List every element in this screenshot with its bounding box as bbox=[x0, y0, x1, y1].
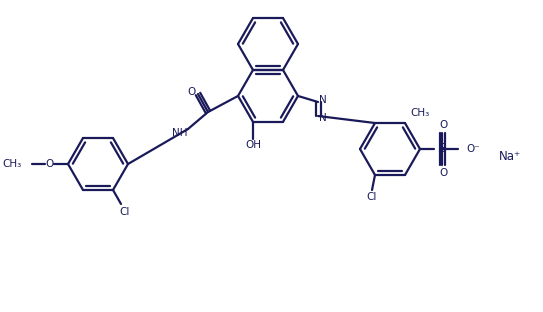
Text: O: O bbox=[45, 159, 53, 169]
Text: CH₃: CH₃ bbox=[410, 108, 430, 118]
Text: N: N bbox=[319, 113, 327, 123]
Text: N: N bbox=[319, 95, 327, 105]
Text: O⁻: O⁻ bbox=[466, 144, 480, 154]
Text: Cl: Cl bbox=[367, 192, 377, 202]
Text: CH₃: CH₃ bbox=[3, 159, 22, 169]
Text: OH: OH bbox=[245, 140, 261, 150]
Text: NH: NH bbox=[172, 128, 188, 138]
Text: S: S bbox=[438, 143, 446, 155]
Text: O: O bbox=[439, 168, 447, 178]
Text: O: O bbox=[187, 87, 195, 97]
Text: Na⁺: Na⁺ bbox=[499, 150, 521, 163]
Text: O: O bbox=[439, 120, 447, 130]
Text: Cl: Cl bbox=[120, 207, 130, 217]
